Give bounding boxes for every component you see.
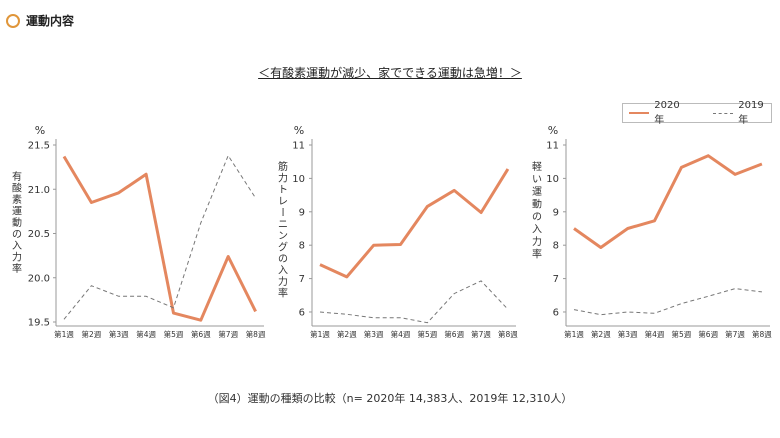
x-tick-label: 第5週 <box>164 329 184 339</box>
x-tick-label: 第2週 <box>337 329 357 339</box>
y-tick-label: 6 <box>299 307 305 318</box>
x-tick-label: 第4週 <box>391 329 411 339</box>
legend-item-2019: 2019年 <box>713 100 771 126</box>
y-tick-label: 7 <box>299 274 305 285</box>
y-axis-label-char: い <box>532 175 542 186</box>
y-axis-label-char: ン <box>278 231 288 242</box>
x-tick-label: 第7週 <box>471 329 491 339</box>
series-line-2019 <box>573 288 762 316</box>
y-tick-label: 10 <box>546 174 559 185</box>
x-tick-label: 第1週 <box>310 329 330 339</box>
y-tick-label: 6 <box>553 307 559 318</box>
y-axis-label-char: 筋 <box>278 160 288 173</box>
chart-subtitle: ＜有酸素運動が減少、家でできる運動は急増！＞ <box>0 64 780 81</box>
legend-label-2019: 2019年 <box>738 100 764 126</box>
circle-icon <box>6 13 20 28</box>
x-tick-label: 第3週 <box>618 329 638 339</box>
y-axis-label-char: 率 <box>12 262 22 275</box>
y-axis-label-char: 入 <box>12 241 22 252</box>
series-line-2019 <box>319 280 509 324</box>
y-axis-label-char: グ <box>278 241 288 254</box>
series-line-2020 <box>319 168 510 279</box>
x-tick-label: 第6週 <box>191 329 211 339</box>
section-header: 運動内容 <box>6 12 74 29</box>
subtitle-text: ＜有酸素運動が減少、家でできる運動は急増！＞ <box>258 66 522 80</box>
x-tick-label: 第8週 <box>752 329 772 339</box>
section-title: 運動内容 <box>26 14 75 28</box>
y-tick-label: 9 <box>299 207 305 218</box>
x-tick-label: 第8週 <box>498 329 518 339</box>
y-axis-label-char: の <box>532 212 542 223</box>
y-axis-label-char: ト <box>278 185 288 196</box>
y-axis-label-char: 有 <box>12 170 22 183</box>
series-line-2019 <box>63 154 257 320</box>
y-tick-label: 20.5 <box>28 229 50 240</box>
series-line-2020 <box>62 155 257 322</box>
x-tick-label: 第4週 <box>645 329 665 339</box>
y-tick-label: 8 <box>553 241 559 252</box>
legend-item-2020: 2020年 <box>629 100 687 126</box>
legend-swatch-2019 <box>713 112 734 114</box>
y-tick-label: 7 <box>553 274 559 285</box>
x-tick-label: 第2週 <box>591 329 611 339</box>
y-unit-label: % <box>548 124 558 137</box>
y-axis-label-char: 入 <box>532 225 542 236</box>
y-axis-label-char: 素 <box>12 193 22 206</box>
x-tick-label: 第5週 <box>417 329 437 339</box>
y-tick-label: 11 <box>546 141 559 152</box>
x-tick-label: 第7週 <box>725 329 745 339</box>
legend: 2020年 2019年 <box>622 100 772 126</box>
x-tick-label: 第3週 <box>109 329 129 339</box>
y-axis-label-char: 軽 <box>532 161 542 173</box>
legend-label-2020: 2020年 <box>654 100 680 126</box>
y-axis-label-char: 力 <box>278 172 288 185</box>
y-tick-label: 10 <box>292 174 305 185</box>
y-axis-label-char: ー <box>276 207 287 217</box>
y-axis-label-char: レ <box>278 197 288 208</box>
y-axis-label-char: 動 <box>12 216 22 229</box>
x-tick-label: 第7週 <box>218 329 238 339</box>
x-tick-label: 第6週 <box>698 329 718 339</box>
y-axis-label-char: 運 <box>12 206 22 218</box>
y-axis-label-char: の <box>278 254 288 265</box>
x-tick-label: 第5週 <box>671 329 691 339</box>
y-axis-label-char: 入 <box>278 266 288 277</box>
y-tick-label: 8 <box>299 241 305 252</box>
y-axis-label-char: 運 <box>532 186 542 198</box>
x-tick-label: 第2週 <box>81 329 101 339</box>
y-axis-label-char: 率 <box>532 248 542 261</box>
y-axis-label-char: 酸 <box>12 182 22 195</box>
y-axis-label-char: 力 <box>12 251 22 264</box>
y-axis-label-char: の <box>12 230 22 241</box>
y-tick-label: 21.5 <box>28 141 50 152</box>
y-tick-label: 11 <box>292 141 305 152</box>
figure-caption: （図4）運動の種類の比較（n= 2020年 14,383人、2019年 12,3… <box>207 392 573 405</box>
y-unit-label: % <box>294 124 304 137</box>
y-axis-label-char: 動 <box>532 198 542 211</box>
x-tick-label: 第1週 <box>54 329 74 339</box>
y-tick-label: 21.0 <box>28 185 50 196</box>
y-axis-label-char: 力 <box>278 275 288 288</box>
series-line-2020 <box>573 154 763 249</box>
y-unit-label: % <box>35 124 45 137</box>
x-tick-label: 第8週 <box>246 329 266 339</box>
y-axis-label-char: ニ <box>278 220 288 231</box>
x-tick-label: 第1週 <box>564 329 584 339</box>
y-tick-label: 19.5 <box>28 318 50 329</box>
x-tick-label: 第4週 <box>136 329 156 339</box>
x-tick-label: 第6週 <box>444 329 464 339</box>
y-tick-label: 20.0 <box>28 273 50 284</box>
y-axis-label-char: 力 <box>532 235 542 248</box>
y-tick-label: 9 <box>553 207 559 218</box>
x-tick-label: 第3週 <box>364 329 384 339</box>
legend-swatch-2020 <box>629 112 650 114</box>
y-axis-label-char: 率 <box>278 287 288 300</box>
